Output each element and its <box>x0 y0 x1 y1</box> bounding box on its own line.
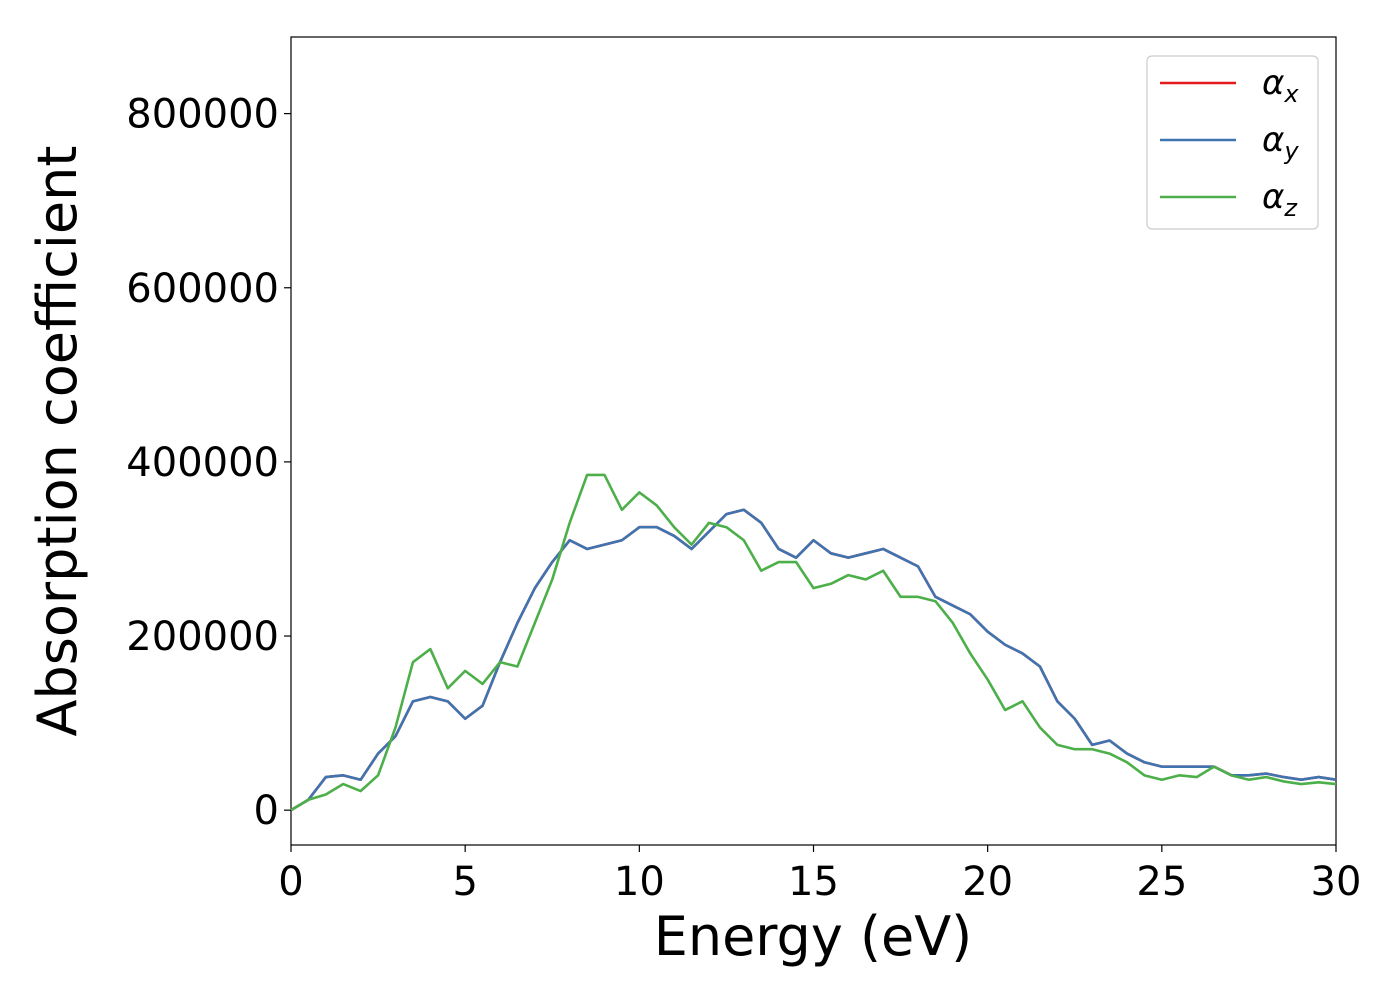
series-line <box>290 473 1337 812</box>
legend-label: αy <box>1262 120 1299 165</box>
y-tick-label: 0 <box>254 788 279 834</box>
x-tick-label: 25 <box>1136 859 1187 905</box>
legend-label: αx <box>1262 63 1299 108</box>
y-tick-label: 600000 <box>126 266 279 312</box>
legend-box <box>1146 55 1319 230</box>
y-tick-label: 400000 <box>126 440 279 486</box>
legend-label: αz <box>1262 177 1298 222</box>
x-tick-label: 5 <box>452 859 477 905</box>
x-tick-label: 10 <box>614 859 665 905</box>
y-tick-label: 200000 <box>126 614 279 660</box>
series-line <box>290 508 1337 812</box>
x-tick-label: 15 <box>788 859 839 905</box>
x-axis-label: Energy (eV) <box>654 905 973 968</box>
y-tick-label: 800000 <box>126 92 279 138</box>
x-tick-label: 30 <box>1311 859 1362 905</box>
x-tick-label: 0 <box>278 859 303 905</box>
x-tick-label: 20 <box>962 859 1013 905</box>
series-line <box>290 508 1337 812</box>
y-axis-label: Absorption coefficient <box>26 146 89 737</box>
